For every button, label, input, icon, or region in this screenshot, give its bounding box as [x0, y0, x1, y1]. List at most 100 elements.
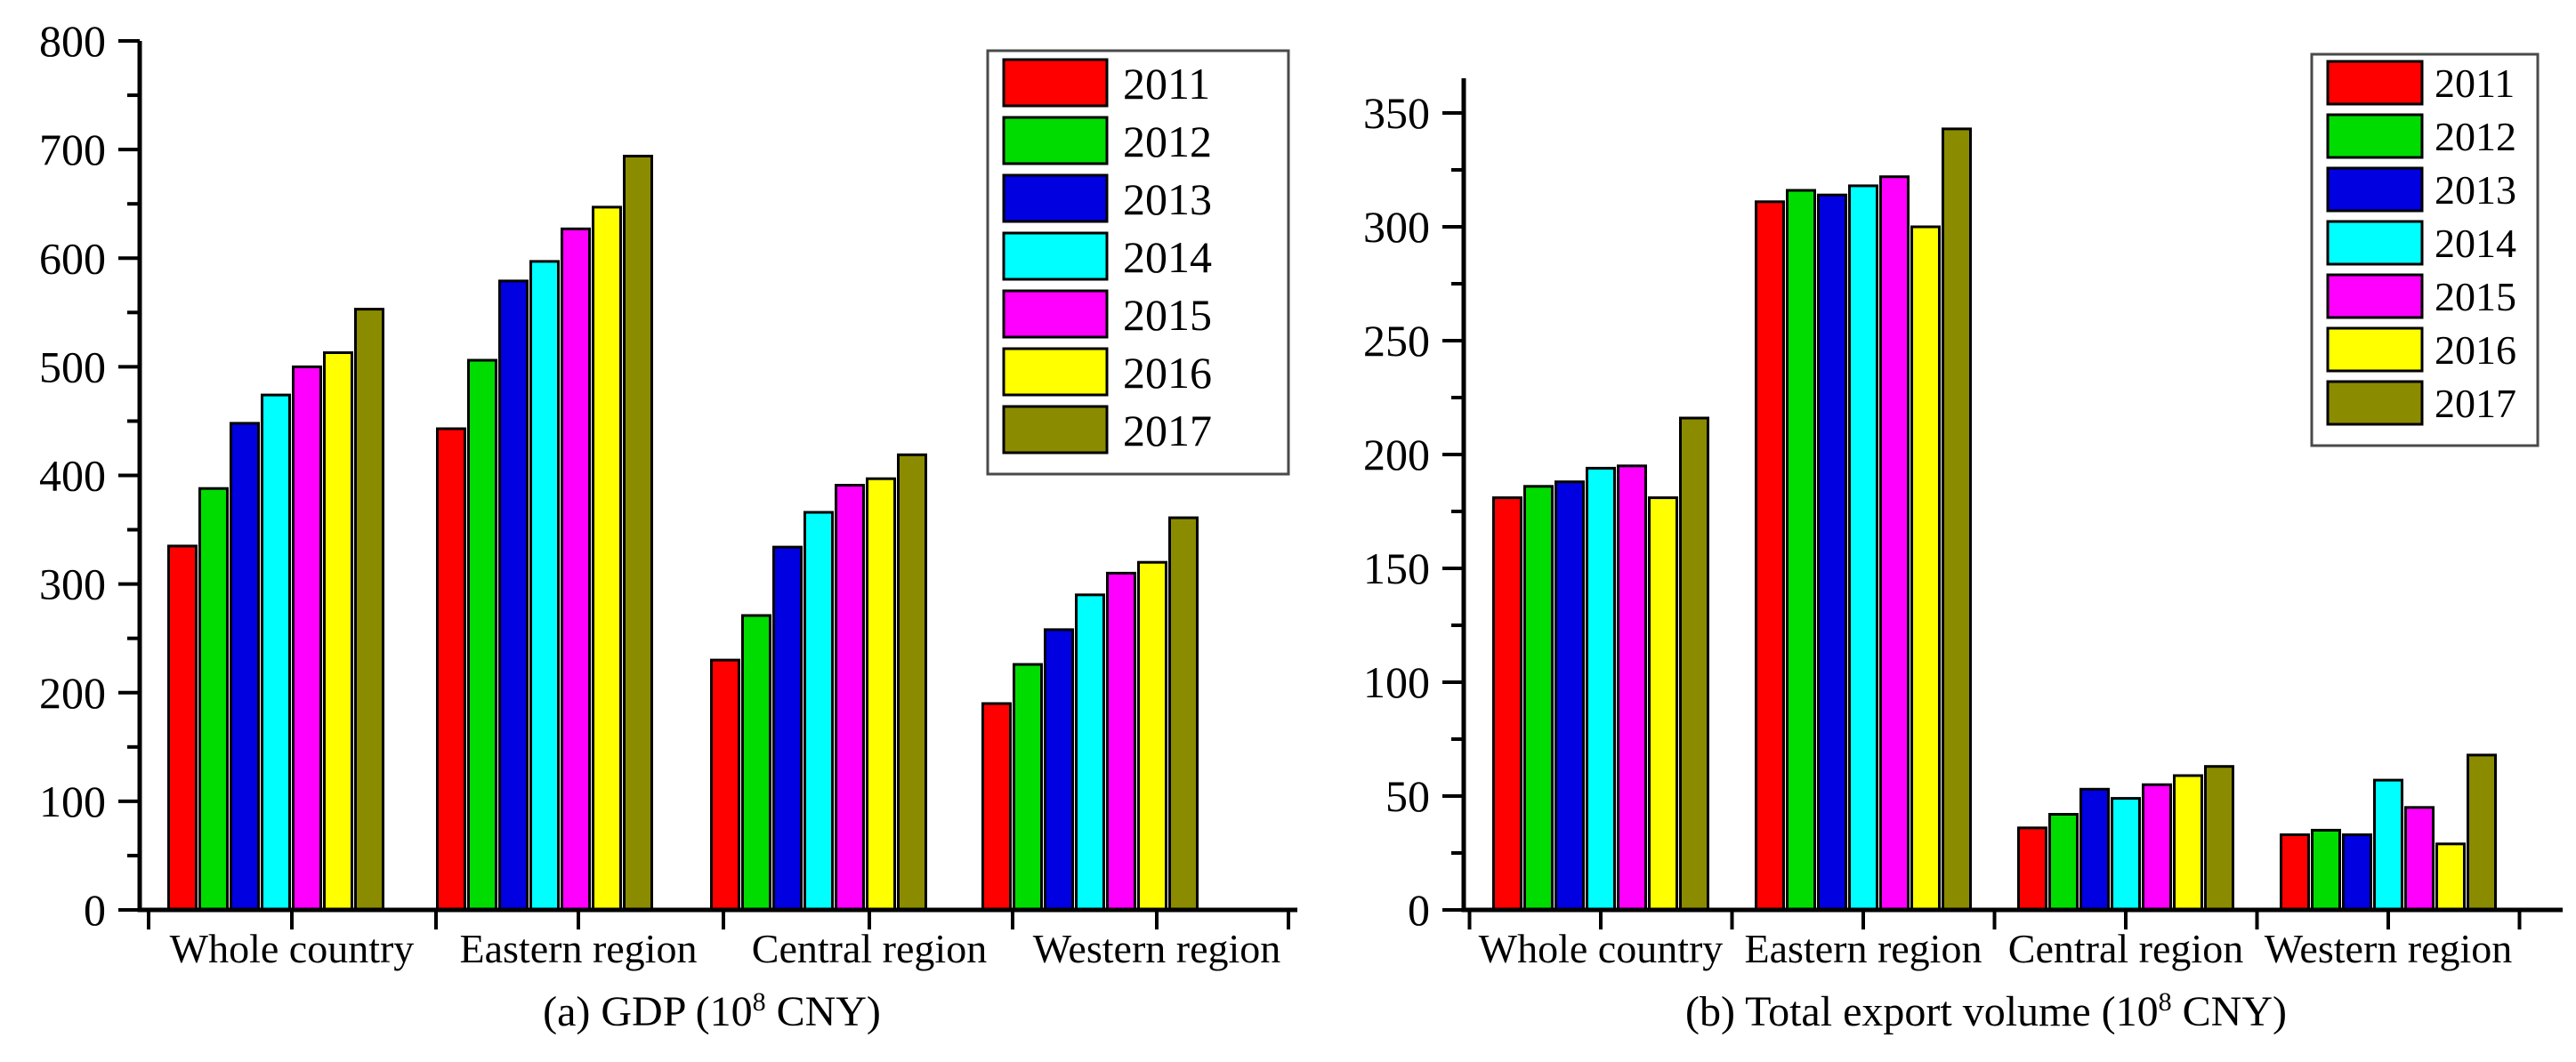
export-legend-swatch-2017 — [2326, 380, 2424, 426]
bar-export-2011-whole-country — [1492, 496, 1522, 912]
export-legend-label-2014: 2014 — [2435, 221, 2516, 266]
bar-export-2016-whole-country — [1648, 496, 1678, 912]
bar-gdp-2013-whole-country — [230, 422, 260, 912]
bar-export-2014-central-region — [2111, 797, 2141, 912]
bar-gdp-2013-central-region — [772, 545, 803, 912]
gdp-legend-label-2015: 2015 — [1123, 290, 1212, 340]
gdp-legend-swatch-2016 — [1002, 347, 1109, 397]
bar-export-2015-eastern-region — [1879, 175, 1910, 912]
bar-gdp-2015-whole-country — [292, 365, 322, 912]
bar-export-2013-western-region — [2342, 833, 2372, 912]
bar-export-2017-western-region — [2467, 753, 2497, 912]
bar-export-2017-whole-country — [1679, 416, 1709, 912]
export-legend-label-2011: 2011 — [2435, 60, 2515, 106]
export-caption-text: (b) Total export volume (10 — [1685, 988, 2159, 1035]
bar-gdp-2012-eastern-region — [467, 358, 497, 912]
bar-export-2014-eastern-region — [1848, 184, 1878, 912]
export-category-label-central-region: Central region — [2008, 926, 2243, 971]
export-category-label-western-region: Western region — [2265, 926, 2513, 971]
bar-gdp-2016-eastern-region — [592, 205, 622, 912]
export-legend-swatch-2013 — [2326, 166, 2424, 213]
export-legend-swatch-2011 — [2326, 60, 2424, 106]
bar-gdp-2011-western-region — [981, 702, 1012, 912]
bar-export-2015-western-region — [2404, 806, 2435, 912]
bar-gdp-2015-central-region — [835, 484, 865, 912]
gdp-category-label-eastern-region: Eastern region — [460, 926, 698, 971]
gdp-chart: 0 100 200 300 400 500 600 700 800 Whole country Ea… — [39, 16, 1297, 971]
bar-gdp-2012-whole-country — [198, 487, 229, 912]
export-category-label-eastern-region: Eastern region — [1745, 926, 1982, 971]
export-y-tick-label-300: 300 — [1363, 202, 1430, 252]
gdp-legend-label-2014: 2014 — [1123, 232, 1212, 282]
bar-gdp-2017-western-region — [1168, 516, 1199, 912]
bar-export-2011-central-region — [2017, 826, 2047, 912]
export-legend-swatch-2014 — [2326, 220, 2424, 266]
bar-export-2013-central-region — [2079, 787, 2110, 912]
export-y-tick-label-150: 150 — [1363, 543, 1430, 593]
bar-export-2016-western-region — [2435, 842, 2466, 912]
export-legend-swatch-2016 — [2326, 326, 2424, 373]
bar-export-2011-western-region — [2280, 833, 2310, 912]
bar-export-2012-western-region — [2311, 828, 2341, 912]
gdp-legend-label-2017: 2017 — [1123, 406, 1212, 455]
gdp-legend-swatch-2017 — [1002, 405, 1109, 455]
export-y-tick-label-200: 200 — [1363, 430, 1430, 479]
bar-gdp-2011-eastern-region — [436, 427, 466, 912]
bar-gdp-2014-western-region — [1075, 593, 1105, 912]
gdp-y-tick-label-400: 400 — [39, 451, 106, 501]
bar-gdp-2012-central-region — [741, 614, 771, 912]
bar-gdp-2014-eastern-region — [529, 260, 560, 912]
gdp-legend-label-2011: 2011 — [1123, 59, 1210, 109]
gdp-legend-label-2013: 2013 — [1123, 174, 1212, 224]
bar-gdp-2015-western-region — [1106, 571, 1136, 912]
gdp-caption: (a) GDP (108 CNY) — [543, 987, 881, 1036]
export-legend-swatch-2015 — [2326, 273, 2424, 319]
export-legend-label-2016: 2016 — [2435, 327, 2516, 373]
bar-gdp-2016-central-region — [866, 477, 896, 912]
bar-export-2011-eastern-region — [1755, 200, 1785, 912]
bar-export-2015-central-region — [2142, 783, 2172, 912]
bar-gdp-2016-western-region — [1137, 560, 1167, 912]
gdp-category-label-western-region: Western region — [1033, 926, 1281, 971]
gdp-category-label-whole-country: Whole country — [170, 926, 415, 971]
gdp-y-tick-label-200: 200 — [39, 668, 106, 718]
gdp-caption-unit: CNY) — [765, 988, 881, 1035]
bar-export-2012-central-region — [2048, 813, 2079, 912]
gdp-category-label-central-region: Central region — [752, 926, 987, 971]
gdp-y-tick-label-800: 800 — [39, 16, 106, 66]
bar-export-2015-whole-country — [1617, 464, 1647, 912]
bar-export-2017-eastern-region — [1942, 127, 1972, 912]
gdp-legend-swatch-2011 — [1002, 58, 1109, 108]
gdp-legend-label-2012: 2012 — [1123, 117, 1212, 166]
gdp-y-tick-label-500: 500 — [39, 342, 106, 391]
bar-gdp-2017-whole-country — [354, 308, 384, 912]
export-legend-label-2015: 2015 — [2435, 274, 2516, 319]
bar-gdp-2013-western-region — [1044, 628, 1074, 912]
bar-gdp-2015-eastern-region — [561, 227, 591, 912]
gdp-caption-superscript: 8 — [752, 987, 766, 1017]
bar-export-2013-whole-country — [1554, 480, 1585, 912]
bar-export-2012-whole-country — [1523, 485, 1554, 912]
bar-gdp-2017-eastern-region — [623, 155, 653, 912]
bar-export-2017-central-region — [2204, 765, 2234, 912]
export-caption-superscript: 8 — [2158, 987, 2172, 1017]
bar-export-2012-eastern-region — [1786, 189, 1816, 912]
bar-gdp-2017-central-region — [897, 453, 927, 912]
gdp-legend-swatch-2014 — [1002, 231, 1109, 281]
export-legend-swatch-2012 — [2326, 113, 2424, 159]
export-caption: (b) Total export volume (108 CNY) — [1685, 987, 2287, 1036]
gdp-legend-swatch-2013 — [1002, 173, 1109, 223]
export-legend-label-2012: 2012 — [2435, 114, 2516, 159]
export-y-tick-label-350: 350 — [1363, 88, 1430, 138]
bar-export-2016-eastern-region — [1910, 225, 1941, 912]
gdp-y-tick-label-700: 700 — [39, 125, 106, 174]
export-y-tick-label-100: 100 — [1363, 657, 1430, 707]
bar-gdp-2014-whole-country — [261, 393, 291, 912]
export-y-tick-label-250: 250 — [1363, 316, 1430, 366]
bar-gdp-2012-western-region — [1013, 663, 1043, 912]
bar-export-2013-eastern-region — [1817, 193, 1847, 912]
bar-export-2014-western-region — [2373, 778, 2403, 912]
gdp-legend-swatch-2012 — [1002, 116, 1109, 165]
